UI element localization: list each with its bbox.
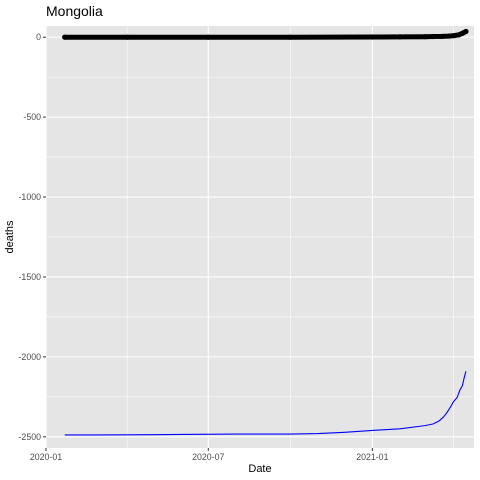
y-tick-label: -1000 (19, 192, 42, 202)
y-tick-label: -1500 (19, 272, 42, 282)
data-point (62, 34, 68, 40)
y-tick-label: -500 (23, 112, 41, 122)
x-axis: 2020-01 2020-07 2021-01 (30, 448, 389, 462)
y-tick-label: -2500 (19, 432, 42, 442)
series-layer (62, 28, 469, 436)
x-tick-label: 2020-01 (30, 452, 62, 462)
minor-gridlines (46, 26, 474, 448)
data-point (287, 34, 293, 40)
x-tick-label: 2021-01 (356, 452, 388, 462)
data-point (451, 32, 457, 39)
y-axis: 0 -500 -1000 -1500 -2000 -2500 (19, 32, 46, 442)
x-tick-label: 2020-07 (192, 452, 224, 462)
data-point (397, 34, 403, 40)
y-axis-title: deaths (4, 220, 16, 254)
y-tick-label: -2000 (19, 352, 42, 362)
data-point (446, 33, 452, 39)
data-point (430, 33, 436, 40)
data-point (205, 34, 211, 40)
data-point (124, 34, 130, 40)
chart-title: Mongolia (46, 3, 103, 19)
data-point (463, 28, 469, 35)
y-tick-label: 0 (36, 32, 41, 42)
x-axis-title: Date (248, 463, 271, 475)
series-line-blue (64, 371, 467, 436)
data-point (439, 33, 445, 39)
data-point (369, 34, 375, 40)
data-point (422, 34, 428, 40)
